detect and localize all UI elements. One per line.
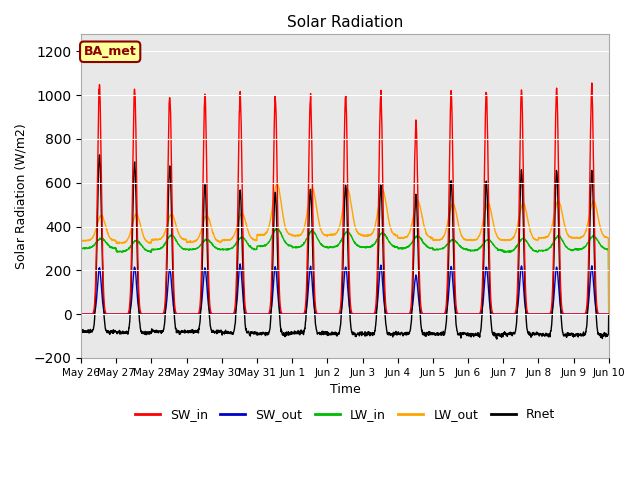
LW_in [573,246,580,252]
Line: LW_in: LW_in [81,228,609,314]
LW_in [360,245,368,251]
Line: LW_out: LW_out [81,184,609,314]
SW_out [236,261,244,267]
LW_in [559,238,566,243]
LW_in [372,239,380,245]
LW_out [559,211,566,216]
LW_in [605,311,612,317]
SW_out [559,311,566,316]
SW_out [360,311,368,317]
X-axis label: Time: Time [330,383,360,396]
SW_out [225,311,232,317]
SW_in [588,80,596,86]
Rnet [360,332,368,337]
Line: Rnet: Rnet [81,155,609,339]
LW_in [225,247,232,252]
SW_in [360,311,368,317]
Rnet [605,311,612,317]
SW_in [605,311,612,317]
Legend: SW_in, SW_out, LW_in, LW_out, Rnet: SW_in, SW_out, LW_in, LW_out, Rnet [130,403,560,426]
LW_in [273,226,281,231]
LW_out [573,235,580,241]
Y-axis label: Solar Radiation (W/m2): Solar Radiation (W/m2) [15,123,28,269]
Rnet [372,324,380,329]
Rnet [559,329,566,335]
SW_in [225,311,232,317]
Rnet [499,331,506,336]
LW_out [605,311,612,317]
Rnet [573,331,581,337]
Line: SW_out: SW_out [81,264,609,314]
Rnet [493,336,500,342]
Text: BA_met: BA_met [84,45,136,58]
Rnet [95,152,103,158]
SW_in [371,307,379,313]
SW_out [499,311,506,317]
Rnet [225,330,232,336]
LW_out [372,221,380,227]
Rnet [77,328,85,334]
LW_in [499,247,506,253]
LW_out [360,233,368,239]
SW_in [77,311,85,317]
SW_out [77,311,85,317]
SW_in [498,311,506,317]
SW_out [372,310,380,316]
SW_in [573,311,580,317]
LW_out [77,238,85,243]
LW_out [273,181,281,187]
SW_out [605,311,612,317]
SW_out [573,311,580,317]
LW_in [77,245,85,251]
LW_out [499,237,506,243]
Line: SW_in: SW_in [81,83,609,314]
SW_in [558,306,566,312]
LW_out [225,237,232,242]
Title: Solar Radiation: Solar Radiation [287,15,403,30]
